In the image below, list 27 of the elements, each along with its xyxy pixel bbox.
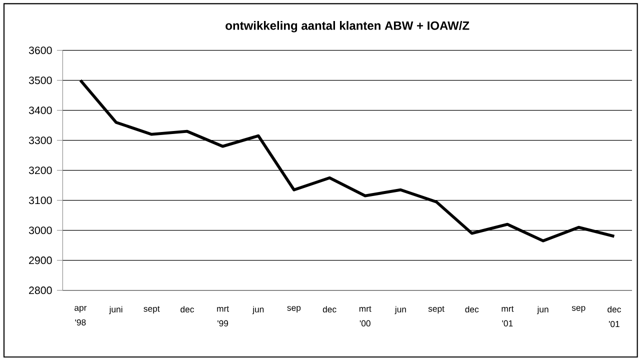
x-tick-label: juni xyxy=(109,306,122,314)
y-tick-label: 3500 xyxy=(28,76,52,84)
y-tick-label: 3300 xyxy=(28,136,52,144)
x-tick-label: sept xyxy=(144,306,160,314)
x-tick-label: mrt '99 xyxy=(217,306,229,326)
x-tick-label: sept xyxy=(428,306,444,314)
x-tick-label: dec xyxy=(322,306,336,312)
x-tick-label: dec xyxy=(180,306,194,312)
x-tick-label: dec '01 xyxy=(608,306,621,328)
line-series xyxy=(78,78,616,242)
x-tick-label: jun xyxy=(537,306,548,314)
y-tick-label: 3000 xyxy=(28,226,52,234)
y-tick-label: 2800 xyxy=(29,286,52,294)
x-tick-label: dec xyxy=(465,306,479,312)
chart-title: ontwikkeling aantal klanten ABW + IOAW/Z xyxy=(226,21,470,32)
x-tick-label: mrt '00 xyxy=(359,306,372,326)
y-tick-label: 3200 xyxy=(28,166,52,174)
y-tick-label: 3600 xyxy=(28,46,52,54)
y-tick-label: 2900 xyxy=(29,256,52,264)
x-tick-label: jun xyxy=(394,306,406,314)
x-tick-label: mrt '01 xyxy=(502,306,514,326)
y-tick-label: 3400 xyxy=(28,106,52,114)
x-tick-label: sep xyxy=(572,306,586,313)
y-tick-label: 3100 xyxy=(28,196,52,204)
x-tick-label: sep xyxy=(287,306,301,313)
x-tick-label: apr '98 xyxy=(74,306,87,326)
x-tick-label: jun xyxy=(252,306,264,314)
